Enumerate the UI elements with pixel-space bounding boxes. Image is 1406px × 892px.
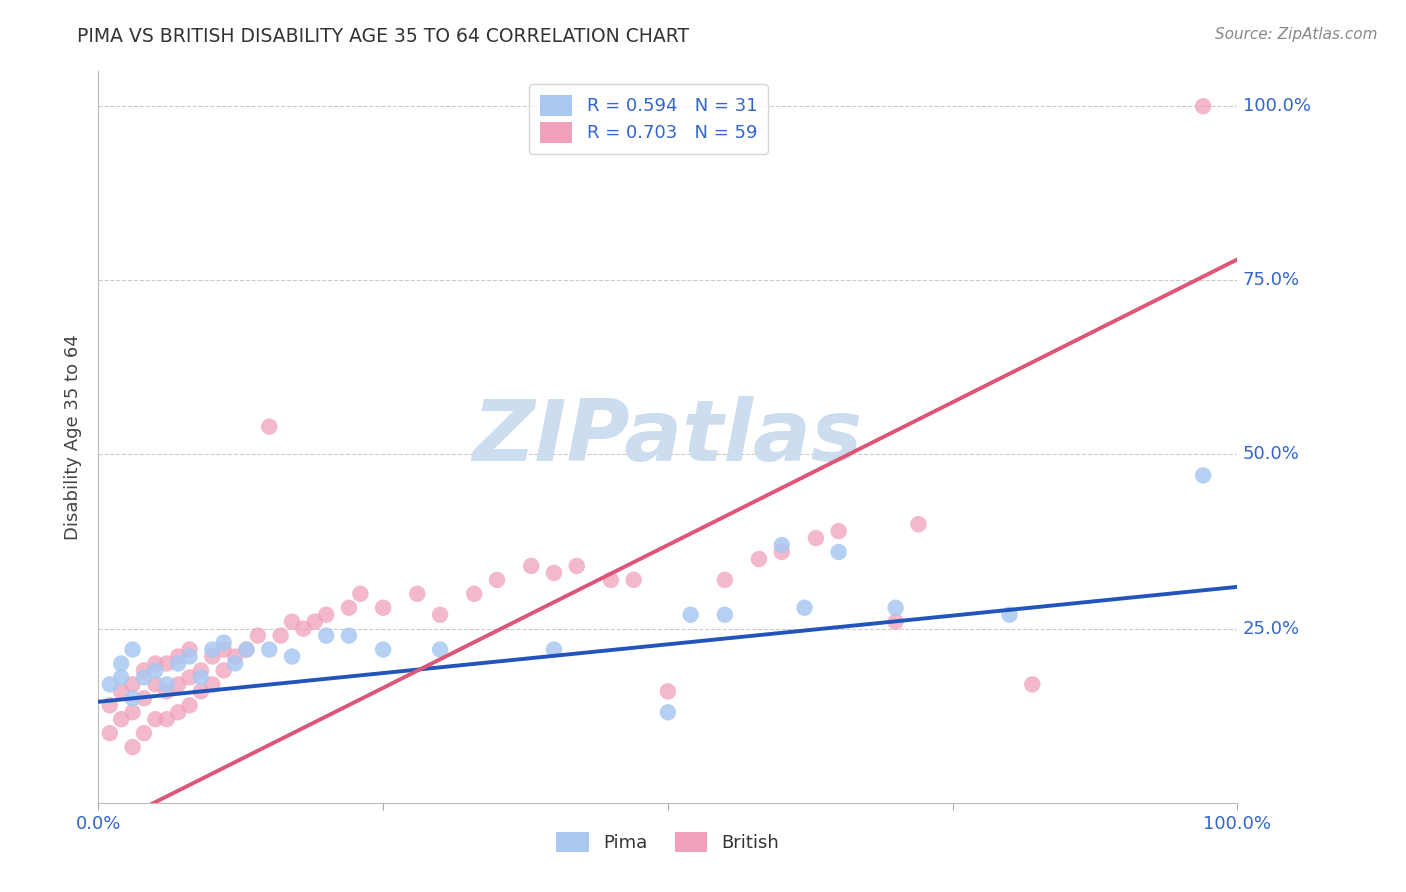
Point: [167, 705, 190, 719]
Point: [1021, 677, 1043, 691]
Point: [804, 531, 827, 545]
Point: [714, 573, 737, 587]
Point: [371, 642, 394, 657]
Text: 25.0%: 25.0%: [1243, 620, 1301, 638]
Point: [657, 705, 679, 719]
Point: [98, 677, 121, 691]
Point: [770, 545, 793, 559]
Point: [349, 587, 371, 601]
Point: [714, 607, 737, 622]
Point: [167, 649, 190, 664]
Point: [429, 642, 451, 657]
Point: [212, 664, 235, 678]
Point: [304, 615, 326, 629]
Point: [657, 684, 679, 698]
Point: [565, 558, 588, 573]
Point: [110, 670, 132, 684]
Point: [520, 558, 543, 573]
Point: [121, 691, 143, 706]
Point: [132, 691, 155, 706]
Point: [201, 649, 224, 664]
Text: ZIPatlas: ZIPatlas: [472, 395, 863, 479]
Point: [212, 642, 235, 657]
Point: [190, 684, 212, 698]
Point: [167, 677, 190, 691]
Point: [907, 517, 929, 532]
Point: [1192, 468, 1215, 483]
Point: [828, 545, 851, 559]
Text: 75.0%: 75.0%: [1243, 271, 1301, 289]
Point: [259, 419, 281, 434]
Point: [429, 607, 451, 622]
Point: [156, 677, 179, 691]
Point: [998, 607, 1021, 622]
Point: [486, 573, 509, 587]
Point: [167, 657, 190, 671]
Point: [132, 670, 155, 684]
Y-axis label: Disability Age 35 to 64: Disability Age 35 to 64: [65, 334, 83, 540]
Point: [132, 664, 155, 678]
Point: [463, 587, 485, 601]
Point: [156, 712, 179, 726]
Point: [884, 600, 907, 615]
Point: [224, 649, 246, 664]
Point: [121, 677, 143, 691]
Point: [132, 726, 155, 740]
Point: [292, 622, 315, 636]
Legend: Pima, British: Pima, British: [550, 824, 786, 860]
Point: [190, 664, 212, 678]
Point: [543, 642, 565, 657]
Point: [770, 538, 793, 552]
Point: [281, 649, 304, 664]
Text: Source: ZipAtlas.com: Source: ZipAtlas.com: [1215, 27, 1378, 42]
Point: [156, 657, 179, 671]
Point: [337, 629, 360, 643]
Point: [145, 712, 167, 726]
Point: [679, 607, 702, 622]
Text: 50.0%: 50.0%: [1243, 445, 1301, 464]
Text: 100.0%: 100.0%: [1243, 97, 1310, 115]
Point: [315, 607, 337, 622]
Point: [98, 698, 121, 713]
Point: [337, 600, 360, 615]
Point: [156, 684, 179, 698]
Point: [600, 573, 623, 587]
Point: [98, 726, 121, 740]
Point: [259, 642, 281, 657]
Point: [212, 635, 235, 649]
Point: [110, 657, 132, 671]
Text: PIMA VS BRITISH DISABILITY AGE 35 TO 64 CORRELATION CHART: PIMA VS BRITISH DISABILITY AGE 35 TO 64 …: [77, 27, 689, 45]
Point: [190, 670, 212, 684]
Point: [793, 600, 815, 615]
Point: [281, 615, 304, 629]
Point: [121, 705, 143, 719]
Point: [145, 657, 167, 671]
Point: [179, 642, 201, 657]
Point: [235, 642, 257, 657]
Point: [145, 664, 167, 678]
Point: [1192, 99, 1215, 113]
Point: [748, 552, 770, 566]
Point: [110, 684, 132, 698]
Point: [543, 566, 565, 580]
Point: [121, 740, 143, 755]
Point: [145, 677, 167, 691]
Point: [623, 573, 645, 587]
Point: [235, 642, 257, 657]
Point: [121, 642, 143, 657]
Point: [179, 698, 201, 713]
Point: [179, 649, 201, 664]
Point: [406, 587, 429, 601]
Point: [201, 642, 224, 657]
Point: [246, 629, 269, 643]
Point: [270, 629, 292, 643]
Point: [224, 657, 246, 671]
Point: [110, 712, 132, 726]
Point: [828, 524, 851, 538]
Point: [371, 600, 394, 615]
Point: [884, 615, 907, 629]
Point: [179, 670, 201, 684]
Point: [201, 677, 224, 691]
Point: [315, 629, 337, 643]
